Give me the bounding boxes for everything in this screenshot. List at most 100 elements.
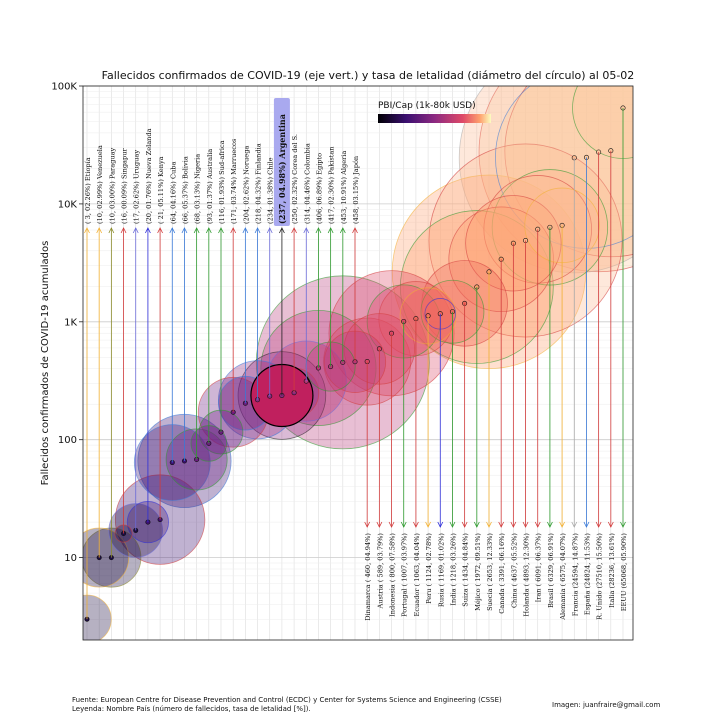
country-label: (417, 02.30%) Pakistan: [328, 146, 336, 224]
country-label: Indonesia ( 800, 07.58%): [389, 533, 397, 617]
chart-title: Fallecidos confirmados de COVID-19 (eje …: [102, 69, 635, 82]
arrowhead: [437, 521, 444, 528]
arrowhead: [352, 227, 358, 234]
arrowhead: [461, 521, 468, 528]
country-label: (406, 06.89%) Egipto: [315, 153, 323, 224]
y-tick-label: 1K: [64, 317, 77, 328]
colorbar: PBI/Cap (1k-80k USD): [378, 101, 491, 123]
arrowhead: [620, 521, 626, 528]
arrowhead: [218, 227, 224, 234]
arrowhead: [157, 227, 163, 234]
country-label: Portugal ( 1007, 03.97%): [401, 533, 409, 617]
country-label: (16, 00.09%) Singapur: [121, 148, 129, 224]
arrowhead: [291, 227, 297, 234]
country-label: (20, 01.76%) Nueva Zelanda: [145, 128, 153, 224]
arrowhead: [339, 227, 346, 234]
arrowhead: [230, 227, 237, 234]
arrowhead: [388, 521, 395, 528]
country-label: Italia (28236, 13.61%): [608, 533, 616, 608]
country-label: (458, 03.15%) Japón: [352, 155, 360, 224]
country-label: Francia (24594, 14.87%): [571, 533, 579, 617]
country-label: (93, 01.37%) Australia: [206, 149, 214, 224]
country-label: Suecia ( 2653, 12.33%): [486, 533, 494, 611]
arrowhead: [607, 521, 614, 528]
arrowhead: [181, 227, 188, 234]
arrowhead: [498, 521, 505, 528]
country-label: Alemania ( 6575, 04.07%): [559, 533, 567, 621]
arrowhead: [595, 521, 602, 528]
country-label: (17, 02.62%) Uruguay: [133, 150, 141, 224]
argentina-label-box: [273, 98, 290, 226]
arrowhead: [84, 227, 90, 234]
country-label: India ( 1218, 03.26%): [449, 533, 457, 606]
arrowhead: [522, 521, 529, 528]
arrowhead: [242, 227, 249, 234]
country-label: China ( 4637, 05.52%): [510, 533, 518, 608]
country-label: (64, 04.16%) Cuba: [169, 162, 177, 224]
country-label: (116, 01.93%) Sud-africa: [218, 140, 226, 224]
country-label: (204, 02.62%) Noruega: [242, 146, 250, 224]
country-label: España (24824, 11.53%): [583, 533, 591, 616]
country-label: (250, 02.32%) Corea del S.: [291, 134, 299, 224]
arrowhead: [303, 227, 310, 234]
country-label: Brasil ( 6329, 06.91%): [547, 533, 555, 608]
footer-legend: Leyenda: Nombre País (número de fallecid…: [72, 705, 311, 713]
country-label: (10, 03.00%) Paraguay: [108, 147, 116, 224]
country-label: R. Unido (27510, 15.50%): [596, 533, 604, 620]
arrowhead: [120, 227, 127, 234]
y-axis: 10 100 1K 10K 100K: [51, 82, 83, 564]
footer-image-credit: Imagen: juanfraire@gmail.com: [552, 701, 661, 709]
y-tick-label: 100K: [51, 82, 77, 93]
country-label: (234, 01.38%) Chile: [267, 157, 275, 224]
arrowhead: [364, 521, 371, 528]
country-label: (218, 04.32%) Finlandia: [255, 143, 263, 224]
arrowhead: [486, 521, 492, 528]
country-label: ( 3, 02.26%) Etiopía: [84, 157, 92, 224]
footer-source: Fuente: European Centre for Disease Prev…: [72, 696, 502, 704]
country-label: ( 21, 05.11%) Kenya: [157, 156, 165, 224]
arrows-layer: [84, 108, 626, 620]
arrowhead: [279, 227, 285, 234]
country-label: Ecuador ( 1063, 04.04%): [413, 533, 421, 617]
arrowhead: [449, 521, 456, 528]
country-label: EEUU (65068, 05.90%): [620, 533, 628, 612]
y-axis-label: Fallecidos confirmados de COVID-19 acumu…: [40, 241, 51, 486]
country-label: Canada ( 3391, 06.16%): [498, 533, 506, 614]
y-tick-label: 10: [64, 553, 77, 564]
country-label: Iran ( 6091, 06.37%): [535, 533, 543, 603]
arrowhead: [425, 521, 431, 528]
country-label: Rusia ( 1169, 01.02%): [437, 533, 445, 608]
arrowhead: [510, 521, 517, 528]
colorbar-title: PBI/Cap (1k-80k USD): [378, 101, 476, 111]
country-label: (68, 03.13%) Nigeria: [194, 154, 202, 224]
arrowhead: [266, 227, 273, 234]
arrowhead: [169, 227, 176, 234]
plot-frame: [82, 85, 634, 641]
country-label: Peru ( 1124, 02.78%): [425, 533, 433, 604]
arrowhead: [583, 521, 590, 528]
y-tick-label: 10K: [58, 199, 78, 210]
arrowhead: [376, 521, 383, 528]
y-tick-label: 100: [58, 435, 77, 446]
country-label: (237, 04.98%) Argentina: [277, 114, 287, 224]
country-label: (314, 04.46%) Colombia: [303, 143, 311, 224]
arrowhead: [205, 227, 212, 234]
arrowhead: [571, 521, 578, 528]
arrowhead: [559, 521, 565, 528]
arrowhead: [145, 227, 151, 234]
labels-layer: ( 3, 02.26%) Etiopía (10, 02.99%) Venezue…: [84, 98, 628, 621]
arrowhead: [96, 227, 103, 234]
country-label: Dinamarca ( 460, 04.94%): [364, 533, 372, 621]
country-label: (171, 03.74%) Marruecos: [230, 138, 238, 224]
arrowhead: [254, 227, 261, 234]
country-label: Suiza ( 1434, 04.84%): [462, 533, 470, 607]
arrowhead: [400, 521, 407, 528]
arrowhead: [547, 521, 553, 528]
country-label: (453, 10.91%) Algeria: [340, 151, 348, 224]
country-label: Austria ( 589, 03.79%): [376, 533, 384, 610]
arrowhead: [327, 227, 334, 234]
country-label: Méjico ( 1972, 09.51%): [474, 533, 482, 611]
arrowhead: [315, 227, 322, 234]
colorbar-gradient: [378, 114, 491, 123]
